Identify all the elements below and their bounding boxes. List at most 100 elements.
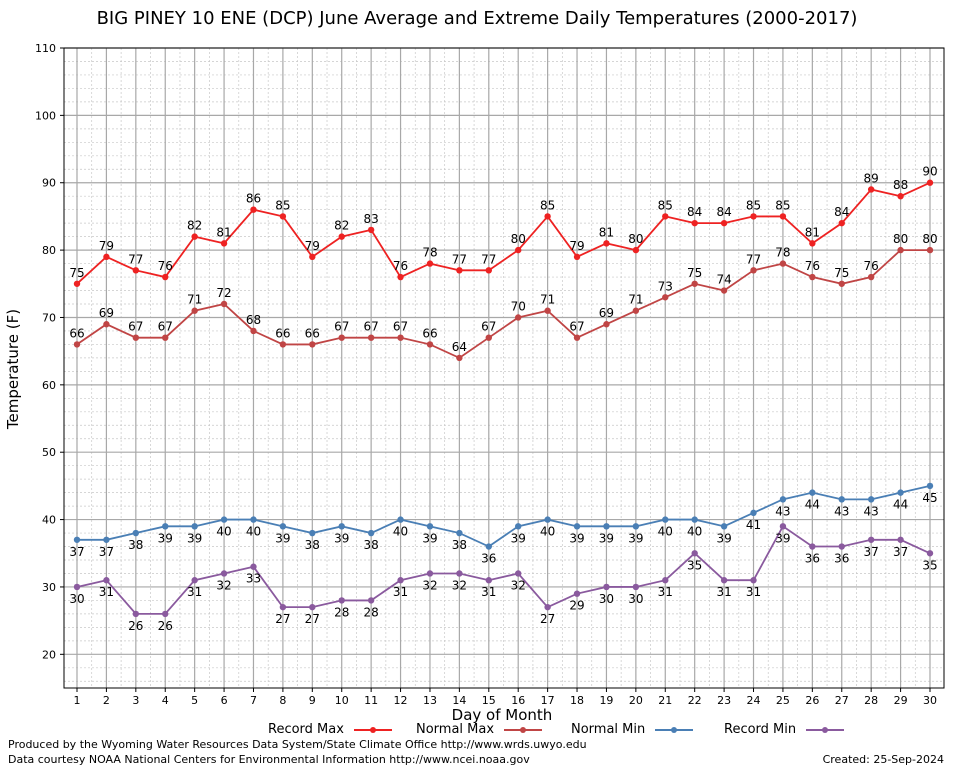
x-tick-label: 2 xyxy=(103,694,110,707)
data-label-normal-min: 45 xyxy=(922,491,937,505)
data-label-normal-max: 74 xyxy=(716,273,731,287)
data-point-record-min xyxy=(220,570,228,577)
data-label-normal-min: 39 xyxy=(599,531,614,545)
data-point-record-max xyxy=(367,226,375,234)
data-point-record-max xyxy=(485,267,492,274)
data-label-record-min: 27 xyxy=(275,612,290,626)
data-label-record-min: 26 xyxy=(128,619,143,633)
data-point-normal-max xyxy=(691,280,698,287)
data-label-normal-max: 66 xyxy=(275,326,290,340)
data-point-record-min xyxy=(632,583,640,591)
data-label-normal-max: 67 xyxy=(334,320,349,334)
data-point-record-max xyxy=(544,213,551,220)
data-label-normal-min: 39 xyxy=(275,531,290,545)
data-label-normal-max: 66 xyxy=(422,326,437,340)
legend-swatch-normal-min xyxy=(655,726,694,733)
data-point-record-min xyxy=(603,583,610,591)
data-point-normal-min xyxy=(309,529,316,537)
footer-data-courtesy: Data courtesy NOAA National Centers for … xyxy=(8,753,530,766)
data-point-record-min xyxy=(456,570,463,577)
x-tick-label: 3 xyxy=(132,694,139,707)
data-label-normal-max: 67 xyxy=(481,320,496,334)
data-point-normal-max xyxy=(191,307,198,314)
data-point-record-max xyxy=(279,213,287,220)
data-point-normal-max xyxy=(338,334,345,341)
data-point-normal-max xyxy=(632,307,640,314)
data-point-record-min xyxy=(515,570,522,577)
data-label-normal-min: 44 xyxy=(805,498,820,512)
data-label-record-max: 85 xyxy=(775,198,790,212)
data-point-record-min xyxy=(162,610,169,618)
data-label-normal-max: 77 xyxy=(746,252,761,266)
series-line-record-max xyxy=(76,181,931,285)
y-tick-label: 70 xyxy=(42,311,56,324)
x-tick-label: 8 xyxy=(279,694,286,707)
legend-label-record-min: Record Min xyxy=(724,722,797,737)
data-point-normal-min xyxy=(132,529,140,537)
data-label-record-max: 81 xyxy=(805,225,820,239)
data-label-record-min: 35 xyxy=(922,558,937,572)
data-point-normal-max xyxy=(897,246,904,254)
data-label-record-max: 88 xyxy=(893,178,908,192)
data-label-record-min: 30 xyxy=(69,592,84,606)
data-label-normal-max: 67 xyxy=(363,320,378,334)
data-label-record-max: 82 xyxy=(187,219,202,233)
data-label-record-min: 37 xyxy=(893,545,908,559)
data-point-normal-min xyxy=(456,529,463,537)
data-point-normal-max xyxy=(867,273,875,281)
data-label-normal-max: 71 xyxy=(187,293,202,307)
data-label-record-max: 82 xyxy=(334,219,349,233)
data-label-record-max: 76 xyxy=(393,259,408,273)
data-label-record-max: 77 xyxy=(128,252,143,266)
data-label-record-min: 30 xyxy=(628,592,643,606)
data-point-normal-max xyxy=(662,294,669,301)
data-point-record-max xyxy=(162,273,169,281)
data-point-record-min xyxy=(691,550,698,557)
data-label-record-min: 28 xyxy=(363,605,378,619)
data-point-normal-min xyxy=(367,529,375,537)
data-label-normal-max: 80 xyxy=(893,232,908,246)
data-point-normal-min xyxy=(838,496,845,503)
data-point-normal-min xyxy=(426,523,434,530)
data-point-normal-min xyxy=(632,523,640,530)
data-point-record-max xyxy=(191,233,198,240)
data-point-normal-max xyxy=(544,307,551,314)
data-point-record-min xyxy=(926,550,934,557)
data-label-record-max: 80 xyxy=(628,232,643,246)
data-label-normal-min: 39 xyxy=(511,531,526,545)
data-label-normal-min: 38 xyxy=(128,538,143,552)
data-label-normal-max: 67 xyxy=(128,320,143,334)
data-point-record-max xyxy=(397,273,404,281)
data-point-record-max xyxy=(426,260,434,267)
data-label-record-max: 77 xyxy=(481,252,496,266)
data-point-normal-max xyxy=(809,273,816,281)
data-label-record-min: 28 xyxy=(334,605,349,619)
data-point-normal-min xyxy=(103,536,110,543)
data-point-normal-max xyxy=(515,314,522,321)
data-point-record-max xyxy=(220,240,228,247)
data-label-normal-min: 40 xyxy=(393,525,408,539)
data-point-normal-max xyxy=(926,246,934,254)
data-label-record-max: 76 xyxy=(158,259,173,273)
data-point-record-max xyxy=(691,219,698,227)
data-point-record-max xyxy=(662,213,669,220)
data-label-normal-min: 38 xyxy=(363,538,378,552)
data-point-record-min xyxy=(662,577,669,584)
data-point-record-min xyxy=(309,603,316,611)
data-point-normal-min xyxy=(544,516,551,523)
legend-label-record-max: Record Max xyxy=(268,722,344,737)
data-point-record-min xyxy=(897,536,904,543)
data-point-normal-max xyxy=(103,321,110,328)
data-point-record-max xyxy=(573,253,581,261)
data-point-normal-min xyxy=(720,523,728,530)
data-point-normal-min xyxy=(603,523,610,530)
data-point-normal-min xyxy=(691,516,698,523)
data-point-record-min xyxy=(132,610,140,618)
data-label-record-max: 79 xyxy=(305,239,320,253)
data-label-normal-max: 69 xyxy=(599,306,614,320)
data-label-record-min: 31 xyxy=(187,585,202,599)
data-label-normal-min: 40 xyxy=(246,525,261,539)
data-point-normal-max xyxy=(720,287,728,294)
data-label-normal-max: 64 xyxy=(452,340,467,354)
data-label-record-max: 79 xyxy=(569,239,584,253)
